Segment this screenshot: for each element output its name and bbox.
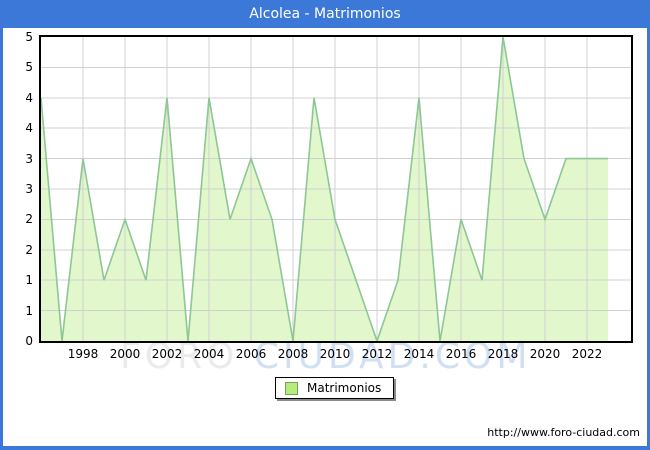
y-axis-label: 4: [25, 90, 33, 105]
chart-svg: [41, 37, 631, 341]
x-axis-label: 1998: [67, 347, 99, 361]
legend-color-swatch-icon: [285, 381, 298, 395]
footer-url: http://www.foro-ciudad.com: [487, 426, 640, 439]
legend-label: Matrimonios: [307, 381, 382, 395]
x-axis-label: 2012: [361, 347, 393, 361]
gridlines: [41, 37, 631, 341]
legend: Matrimonios: [275, 377, 395, 399]
x-axis-label: 2000: [109, 347, 141, 361]
y-axis-label: 2: [25, 242, 33, 257]
x-axis-label: 2008: [277, 347, 309, 361]
y-axis-label: 0: [25, 334, 33, 348]
y-axis-label: 3: [25, 151, 33, 166]
x-axis-label: 2020: [529, 347, 561, 361]
x-axis-label: 2002: [151, 347, 183, 361]
x-axis-label: 2022: [571, 347, 603, 361]
y-axis-label: 5: [25, 30, 33, 44]
x-axis-label: 2018: [487, 347, 519, 361]
chart-title: Alcolea - Matrimonios: [249, 6, 401, 22]
y-axis-label: 4: [25, 121, 33, 136]
plot-area: [39, 35, 633, 343]
y-axis-label: 1: [25, 303, 33, 318]
y-axis-label: 5: [25, 60, 33, 75]
x-axis-label: 2016: [445, 347, 477, 361]
y-axis-label: 1: [25, 273, 33, 288]
x-axis-label: 2014: [403, 347, 435, 361]
x-axis-label: 2010: [319, 347, 351, 361]
title-bar: Alcolea - Matrimonios: [0, 0, 650, 28]
data-line: [41, 37, 608, 341]
x-axis-label: 2006: [235, 347, 267, 361]
y-axis-label: 3: [25, 182, 33, 196]
y-axis-label: 2: [25, 212, 33, 227]
x-axis-label: 2004: [193, 347, 225, 361]
